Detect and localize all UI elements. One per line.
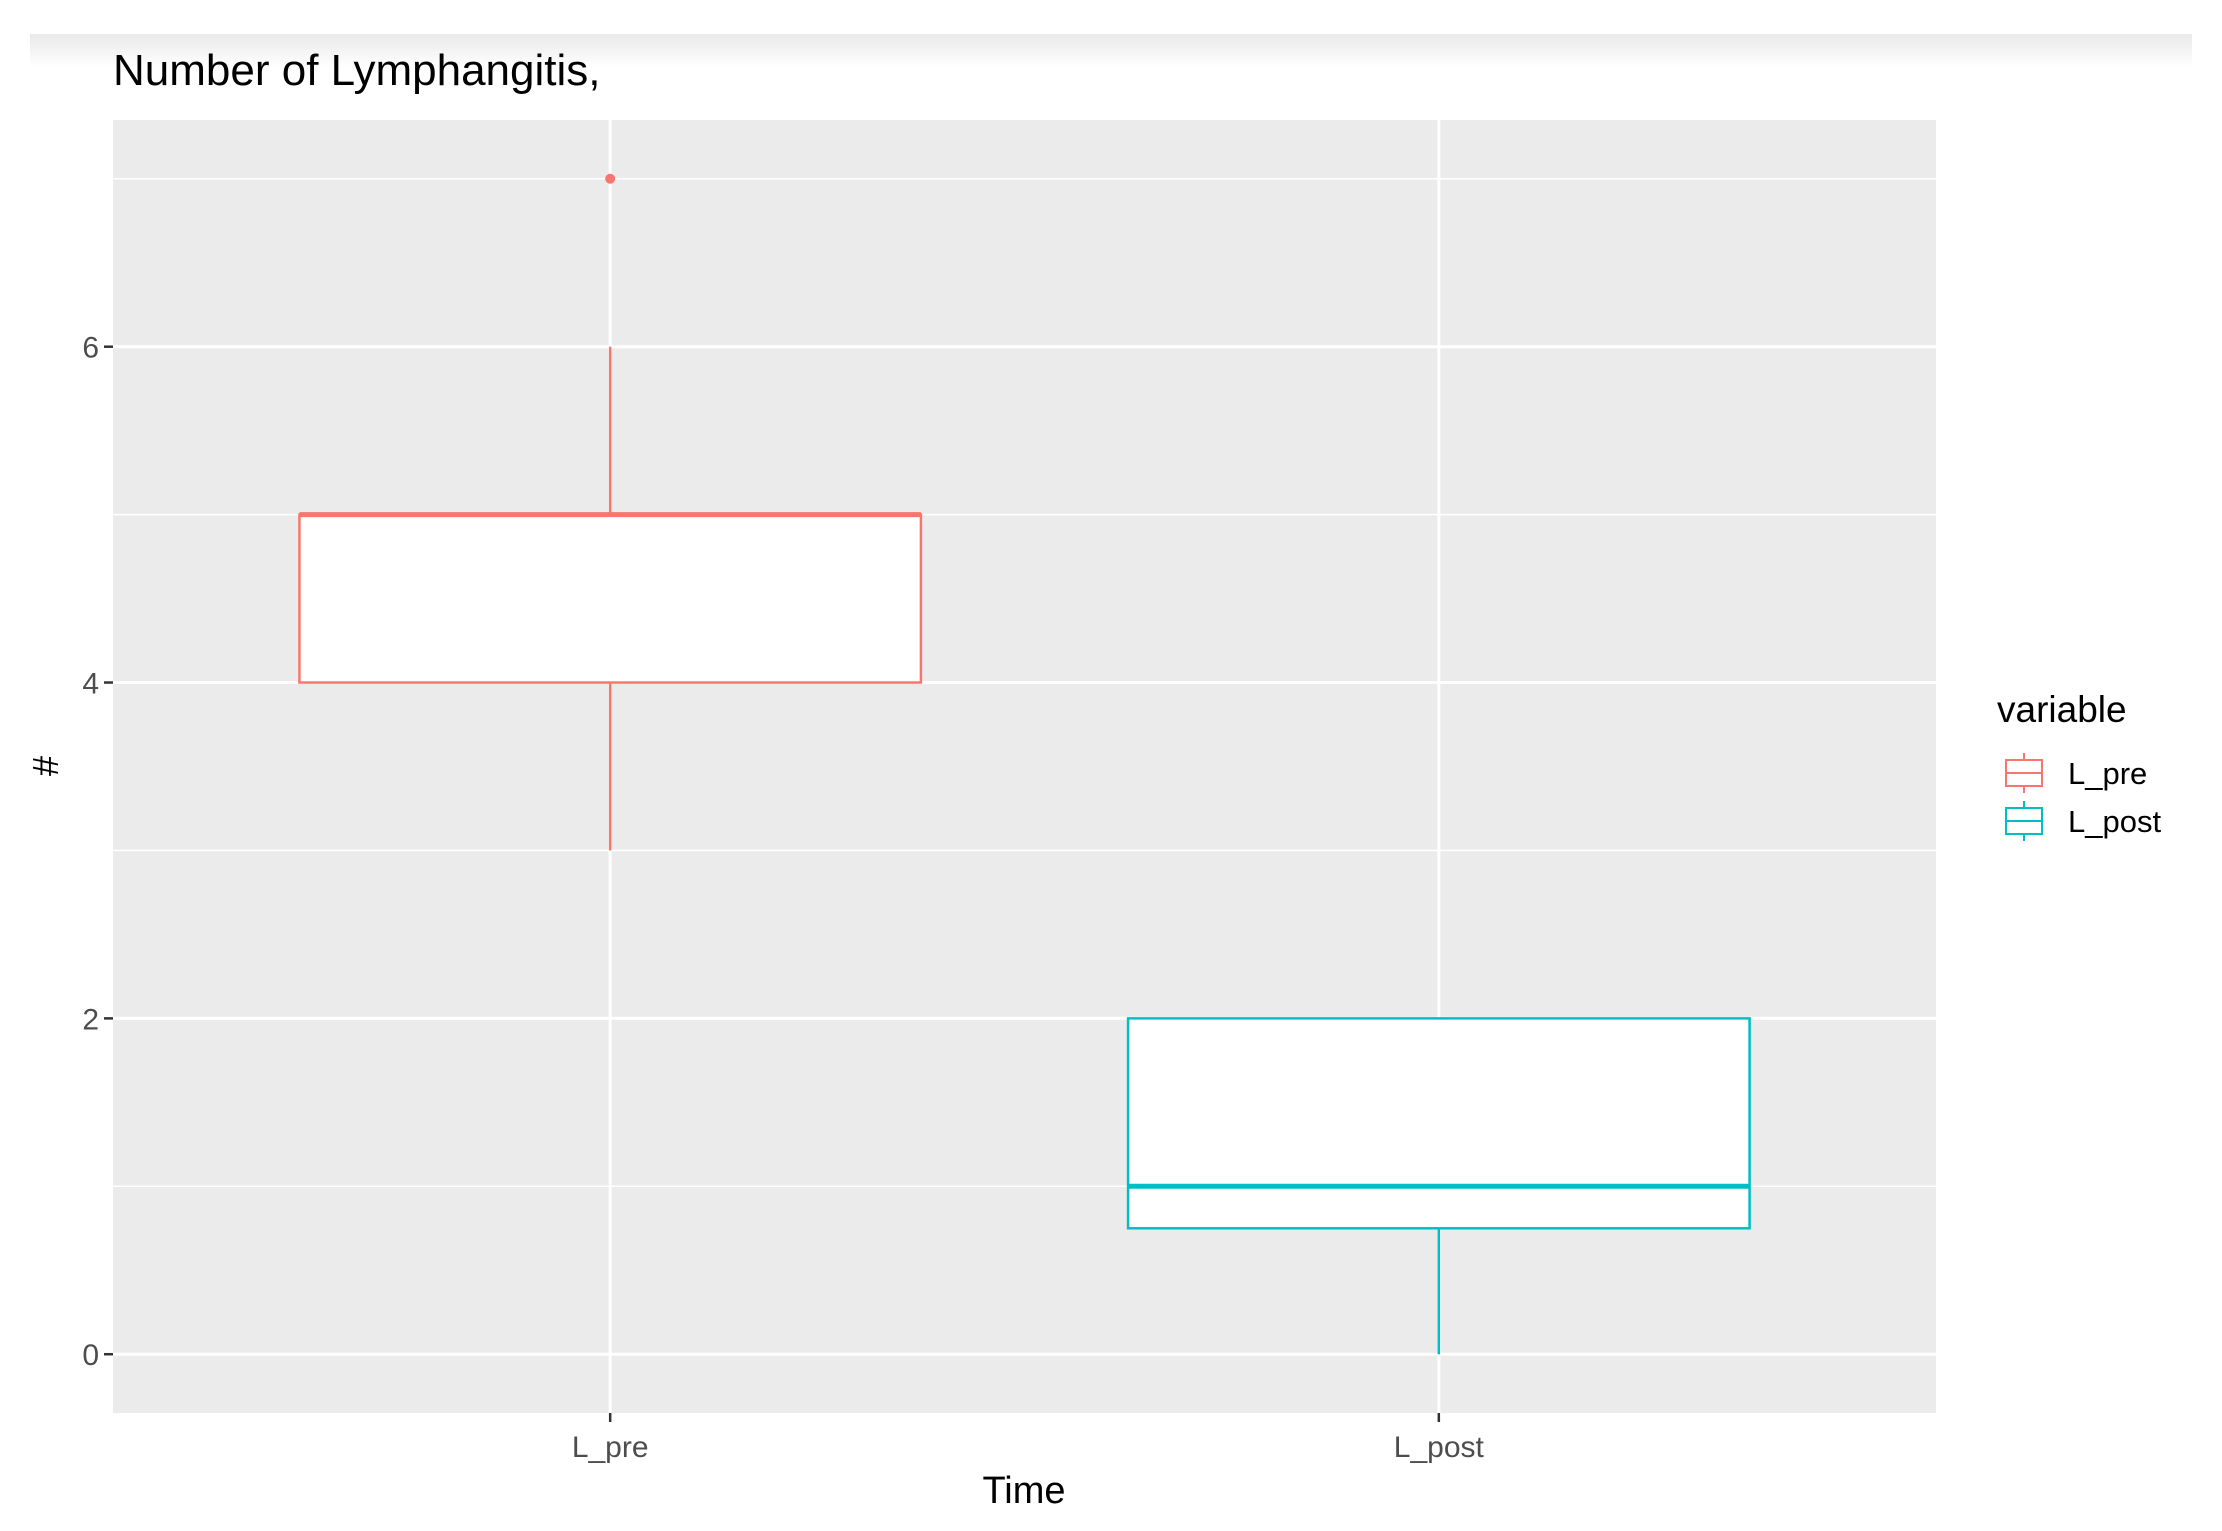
x-axis-label: Time xyxy=(982,1470,1065,1512)
box-iqr xyxy=(1126,1017,1751,1230)
legend-title: variable xyxy=(1997,689,2127,730)
legend-item-L_pre: L_pre xyxy=(2005,753,2147,793)
boxes xyxy=(298,173,1751,1355)
y-tick-label: 4 xyxy=(82,668,99,701)
x-tick-label: L_pre xyxy=(572,1431,649,1464)
legend-item-label: L_pre xyxy=(2068,756,2147,791)
x-axis: L_pre L_post xyxy=(572,1413,1485,1464)
legend-item-L_post: L_post xyxy=(2005,801,2161,841)
boxplot-L_pre xyxy=(298,173,923,851)
y-axis: 0 2 4 6 xyxy=(82,332,113,1372)
legend-item-label: L_post xyxy=(2068,804,2161,839)
legend-key xyxy=(2005,753,2043,793)
legend-key xyxy=(2005,801,2043,841)
boxplot-L_post xyxy=(1126,1017,1751,1355)
box-iqr xyxy=(298,513,923,684)
y-axis-label: # xyxy=(25,756,66,776)
y-tick-label: 0 xyxy=(82,1339,99,1372)
top-shade xyxy=(30,34,2192,68)
outlier-point xyxy=(605,173,616,184)
legend: variable L_pre L_post xyxy=(1997,689,2161,841)
chart-title: Number of Lymphangitis, xyxy=(113,46,600,95)
y-tick-label: 6 xyxy=(82,332,99,365)
legend-items: L_pre L_post xyxy=(2005,753,2161,841)
y-tick-label: 2 xyxy=(82,1003,99,1036)
x-tick-label: L_post xyxy=(1394,1431,1485,1464)
